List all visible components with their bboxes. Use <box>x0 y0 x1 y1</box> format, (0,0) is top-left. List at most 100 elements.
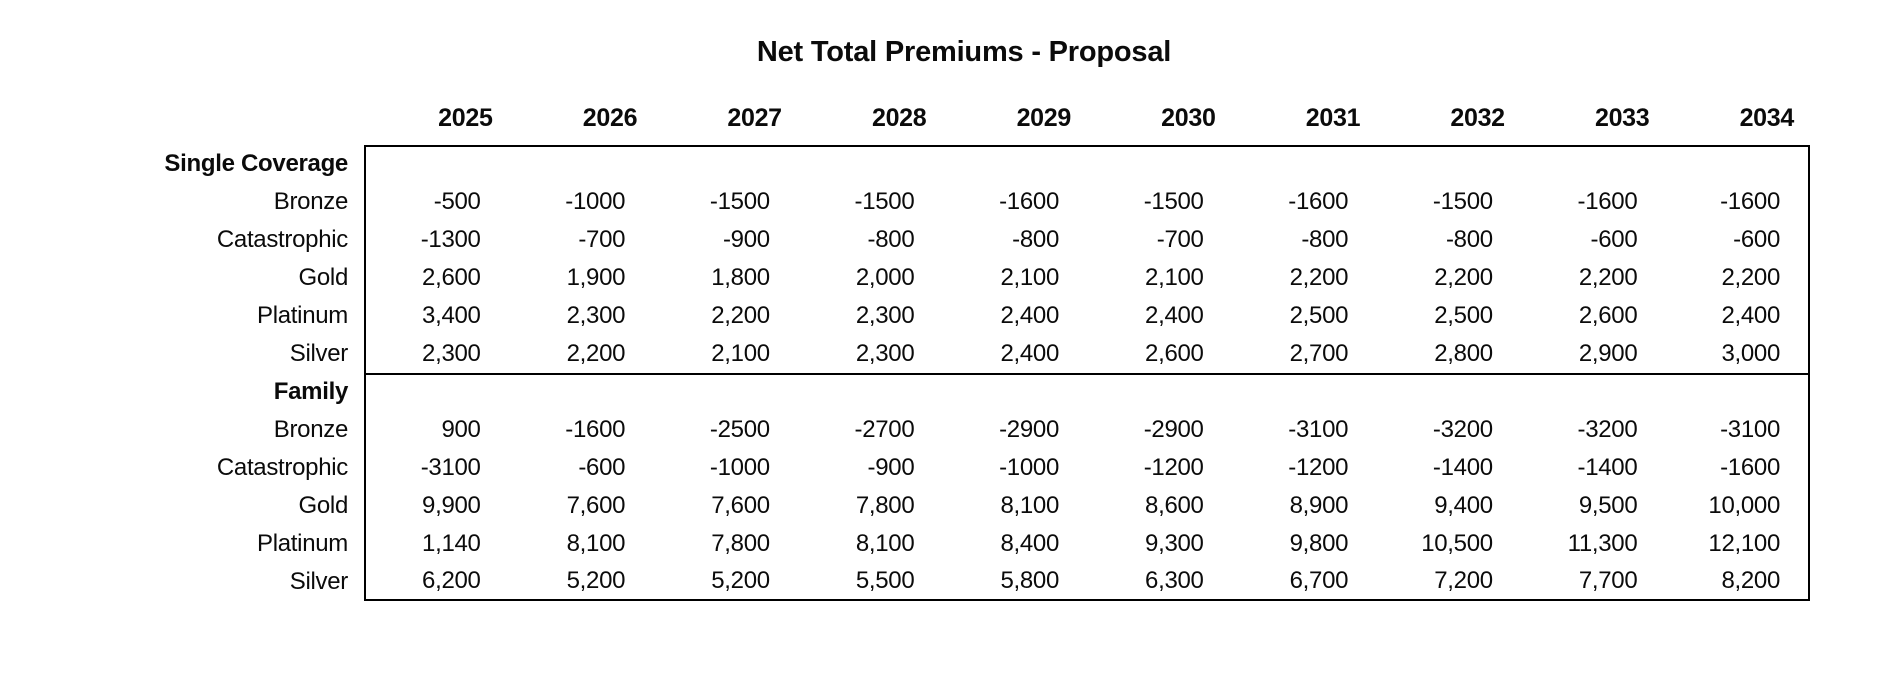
row-label: Catastrophic <box>216 226 348 253</box>
value-cell: 2,600 <box>1578 302 1638 329</box>
value-cell: 2,200 <box>1665 259 1810 297</box>
value-cell: 5,800 <box>942 563 1087 601</box>
value-cell: 11,300 <box>1567 530 1638 557</box>
value-cell: 7,600 <box>711 492 770 519</box>
value-cell: 2,400 <box>1145 302 1204 329</box>
value-cell: 6,700 <box>1231 563 1377 601</box>
value-cell: 8,900 <box>1289 492 1349 519</box>
value-cell: -2900 <box>999 416 1059 443</box>
value-cell: -2900 <box>1143 416 1204 443</box>
value-cell: 2,200 <box>1434 264 1493 291</box>
section-spacer-cell <box>1665 373 1810 411</box>
section-spacer-cell <box>1376 373 1521 411</box>
year-header: 2026 <box>582 104 638 132</box>
value-cell: 2,700 <box>1289 340 1349 367</box>
value-cell: 2,200 <box>711 302 770 329</box>
value-cell: -600 <box>1590 226 1638 253</box>
value-cell: 7,200 <box>1376 563 1521 601</box>
value-cell: 5,200 <box>508 563 654 601</box>
section-spacer-cell <box>653 145 798 183</box>
value-cell: -1600 <box>565 416 626 443</box>
value-cell: -1000 <box>999 454 1059 481</box>
value-cell: 7,600 <box>566 492 626 519</box>
value-cell: 8,200 <box>1665 563 1810 601</box>
value-cell: -1500 <box>1143 188 1204 215</box>
value-cell: -3100 <box>364 449 509 487</box>
section-spacer-cell <box>1231 145 1377 183</box>
value-cell: 1,800 <box>711 264 770 291</box>
value-cell: 9,800 <box>1289 530 1349 557</box>
value-cell: 8,400 <box>1000 530 1059 557</box>
value-cell: -1000 <box>565 188 626 215</box>
value-cell: -900 <box>867 454 915 481</box>
value-cell: -1300 <box>364 221 509 259</box>
value-cell: -1000 <box>709 454 770 481</box>
section-spacer-cell <box>1665 145 1810 183</box>
year-header: 2029 <box>1016 104 1072 132</box>
section-spacer-cell <box>508 373 654 411</box>
table-title: Net Total Premiums - Proposal <box>756 36 1172 68</box>
value-cell: 2,500 <box>1289 302 1349 329</box>
value-cell: 1,900 <box>566 264 626 291</box>
section-spacer-cell <box>1087 373 1232 411</box>
value-cell: 2,800 <box>1434 340 1493 367</box>
value-cell: -1200 <box>1288 454 1349 481</box>
section-label: Family <box>273 378 349 405</box>
value-cell: 12,100 <box>1665 525 1810 563</box>
row-label: Bronze <box>273 188 349 215</box>
value-cell: 8,100 <box>855 530 915 557</box>
section-spacer-cell <box>797 373 943 411</box>
value-cell: -600 <box>1665 221 1810 259</box>
value-cell: 9,300 <box>1145 530 1204 557</box>
value-cell: 2,400 <box>1665 297 1810 335</box>
section-spacer-cell <box>508 145 654 183</box>
value-cell: 10,000 <box>1665 487 1810 525</box>
value-cell: 2,300 <box>566 302 626 329</box>
value-cell: -800 <box>1445 226 1493 253</box>
value-cell: 1,140 <box>364 525 509 563</box>
value-cell: 2,400 <box>1000 302 1059 329</box>
year-header: 2031 <box>1305 104 1361 132</box>
value-cell: 2,900 <box>1578 340 1638 367</box>
row-label: Silver <box>289 568 349 595</box>
value-cell: 7,700 <box>1520 563 1666 601</box>
value-cell: 2,100 <box>1145 264 1204 291</box>
year-header: 2025 <box>438 104 493 132</box>
value-cell: -500 <box>364 183 509 221</box>
value-cell: 3,000 <box>1665 335 1810 373</box>
value-cell: 2,100 <box>711 340 770 367</box>
section-spacer-cell <box>1520 373 1666 411</box>
year-header: 2033 <box>1594 104 1650 132</box>
value-cell: 2,200 <box>1289 264 1349 291</box>
value-cell: -2700 <box>854 416 915 443</box>
value-cell: 2,300 <box>364 335 509 373</box>
section-spacer-cell <box>364 373 509 411</box>
value-cell: 2,600 <box>1145 340 1204 367</box>
value-cell: -1600 <box>1665 449 1810 487</box>
value-cell: -3200 <box>1432 416 1493 443</box>
value-cell: 6,200 <box>364 563 509 601</box>
year-header: 2030 <box>1161 104 1216 132</box>
value-cell: 8,600 <box>1145 492 1204 519</box>
value-cell: 10,500 <box>1421 530 1493 557</box>
section-spacer-cell <box>1376 145 1521 183</box>
row-label: Bronze <box>273 416 349 443</box>
value-cell: 900 <box>364 411 509 449</box>
value-cell: -1600 <box>999 188 1059 215</box>
value-cell: 2,600 <box>364 259 509 297</box>
value-cell: 3,400 <box>364 297 509 335</box>
value-cell: -3200 <box>1577 416 1638 443</box>
year-header: 2034 <box>1739 104 1795 132</box>
value-cell: 8,100 <box>1000 492 1059 519</box>
value-cell: -1600 <box>1665 183 1810 221</box>
section-spacer-cell <box>364 145 509 183</box>
corner-spacer <box>118 93 364 145</box>
value-cell: 2,300 <box>855 340 915 367</box>
value-cell: 9,500 <box>1578 492 1638 519</box>
section-spacer-cell <box>653 373 798 411</box>
row-label: Gold <box>298 264 349 291</box>
premiums-report: Net Total Premiums - Proposal 2025 2026 20… <box>118 36 1810 601</box>
value-cell: -1200 <box>1143 454 1204 481</box>
section-label: Single Coverage <box>164 150 348 177</box>
value-cell: 7,800 <box>711 530 770 557</box>
